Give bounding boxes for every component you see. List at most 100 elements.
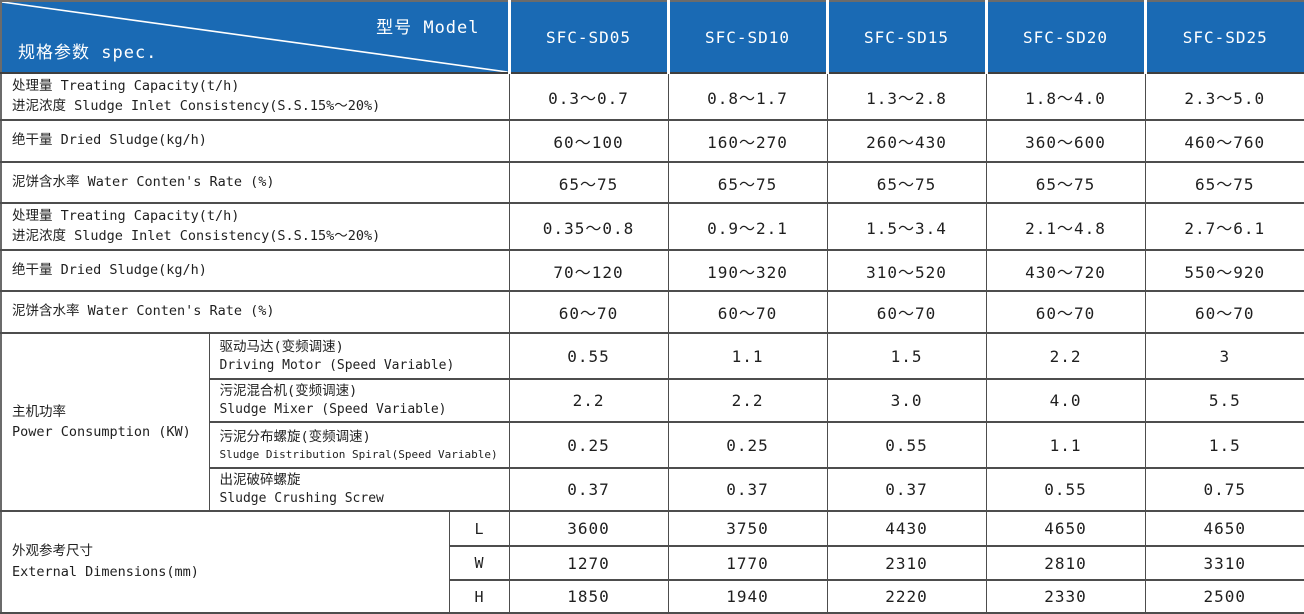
- value-cell: 550～920: [1144, 249, 1304, 293]
- dimensions-label-en: External Dimensions(mm): [12, 564, 199, 581]
- value-cell: 60～70: [985, 290, 1146, 335]
- value-cell: 0.55: [985, 467, 1146, 513]
- row-label-water-content-2: 泥饼含水率 Water Conten's Rate (%): [0, 290, 510, 335]
- value-cell: 3750: [667, 510, 828, 548]
- value-cell: 65～75: [826, 161, 987, 205]
- power-sublabel-driving-motor: 驱动马达(变频调速) Driving Motor (Speed Variable…: [208, 332, 510, 381]
- table-row: 处理量 Treating Capacity(t/h) 进泥浓度 Sludge I…: [0, 71, 1304, 122]
- value-cell: 0.55: [508, 332, 669, 381]
- row-label-line1: 泥饼含水率 Water Conten's Rate (%): [12, 173, 275, 190]
- value-cell: 0.35～0.8: [508, 202, 669, 252]
- value-cell: 70～120: [508, 249, 669, 293]
- value-cell: 0.75: [1144, 467, 1304, 513]
- row-label-line1: 处理量 Treating Capacity(t/h): [12, 78, 240, 94]
- model-axis-label: 型号 Model: [376, 18, 480, 38]
- value-cell: 2.2: [508, 378, 669, 424]
- value-cell: 0.9～2.1: [667, 202, 828, 252]
- value-cell: 2330: [985, 579, 1146, 614]
- value-cell: 2.7～6.1: [1144, 202, 1304, 252]
- value-cell: 2310: [826, 545, 987, 582]
- value-cell: 60～70: [667, 290, 828, 335]
- row-label-line1: 泥饼含水率 Water Conten's Rate (%): [12, 303, 275, 320]
- value-cell: 0.37: [826, 467, 987, 513]
- value-cell: 0.37: [667, 467, 828, 513]
- value-cell: 0.8～1.7: [667, 71, 828, 122]
- value-cell: 430～720: [985, 249, 1146, 293]
- value-cell: 60～70: [508, 290, 669, 335]
- value-cell: 1.5: [826, 332, 987, 381]
- value-cell: 65～75: [985, 161, 1146, 205]
- value-cell: 0.25: [667, 421, 828, 470]
- value-cell: 2.2: [985, 332, 1146, 381]
- corner-header-cell: 型号 Model 规格参数 spec.: [1, 1, 510, 74]
- axis-label-W: W: [448, 545, 510, 582]
- model-header-sd20: SFC-SD20: [984, 1, 1146, 74]
- dimensions-section-label: 外观参考尺寸 External Dimensions(mm): [0, 510, 450, 614]
- value-cell: 4.0: [985, 378, 1146, 424]
- value-cell: 3600: [508, 510, 669, 548]
- power-section-label: 主机功率 Power Consumption (KW): [0, 332, 210, 513]
- value-cell: 60～100: [508, 119, 669, 164]
- row-label-line1: 绝干量 Dried Sludge(kg/h): [12, 132, 207, 149]
- header-row: 型号 Model 规格参数 spec. SFC-SD05 SFC-SD10 SF…: [1, 1, 1304, 74]
- value-cell: 1.1: [667, 332, 828, 381]
- value-cell: 1270: [508, 545, 669, 582]
- value-cell: 0.55: [826, 421, 987, 470]
- power-label-zh: 主机功率: [12, 404, 66, 421]
- axis-label-L: L: [448, 510, 510, 548]
- model-header-sd25: SFC-SD25: [1143, 1, 1304, 74]
- power-row-driving-motor: 主机功率 Power Consumption (KW) 驱动马达(变频调速) D…: [0, 332, 1304, 513]
- value-cell: 310～520: [826, 249, 987, 293]
- table-row: 绝干量 Dried Sludge(kg/h) 70～120 190～320 31…: [0, 249, 1304, 293]
- value-cell: 2.3～5.0: [1144, 71, 1304, 122]
- value-cell: 2.2: [667, 378, 828, 424]
- table-row: 泥饼含水率 Water Conten's Rate (%) 65～75 65～7…: [0, 161, 1304, 205]
- axis-label-H: H: [448, 579, 510, 614]
- dimension-row-length: 外观参考尺寸 External Dimensions(mm) L 3600 37…: [0, 510, 1304, 614]
- power-sublabel-distribution-spiral: 污泥分布螺旋(变频调速) Sludge Distribution Spiral(…: [208, 421, 510, 470]
- row-label-water-content-1: 泥饼含水率 Water Conten's Rate (%): [0, 161, 510, 205]
- dimension-row-width: W 1270 1770 2310 2810 3310: [1, 545, 1304, 582]
- power-row-sludge-mixer: 污泥混合机(变频调速) Sludge Mixer (Speed Variable…: [1, 378, 1304, 424]
- power-sublabel-crushing-screw: 出泥破碎螺旋 Sludge Crushing Screw: [208, 467, 510, 513]
- value-cell: 0.37: [508, 467, 669, 513]
- value-cell: 65～75: [667, 161, 828, 205]
- value-cell: 0.25: [508, 421, 669, 470]
- dimensions-label-zh: 外观参考尺寸: [12, 543, 93, 560]
- value-cell: 60～70: [1144, 290, 1304, 335]
- dimension-row-height: H 1850 1940 2220 2330 2500: [1, 579, 1304, 614]
- value-cell: 1.1: [985, 421, 1146, 470]
- row-label-dried-sludge-1: 绝干量 Dried Sludge(kg/h): [0, 119, 510, 164]
- power-row-distribution-spiral: 污泥分布螺旋(变频调速) Sludge Distribution Spiral(…: [1, 421, 1304, 470]
- value-cell: 2810: [985, 545, 1146, 582]
- value-cell: 2220: [826, 579, 987, 614]
- value-cell: 0.3～0.7: [508, 71, 669, 122]
- spec-axis-label: 规格参数 spec.: [18, 43, 158, 63]
- model-header-sd15: SFC-SD15: [825, 1, 987, 74]
- value-cell: 1.8～4.0: [985, 71, 1146, 122]
- table-row: 处理量 Treating Capacity(t/h) 进泥浓度 Sludge I…: [0, 202, 1304, 252]
- value-cell: 1770: [667, 545, 828, 582]
- table-row: 绝干量 Dried Sludge(kg/h) 60～100 160～270 26…: [0, 119, 1304, 164]
- model-header-sd10: SFC-SD10: [666, 1, 828, 74]
- model-header-sd05: SFC-SD05: [507, 1, 669, 74]
- value-cell: 5.5: [1144, 378, 1304, 424]
- power-label-en: Power Consumption (KW): [12, 424, 191, 441]
- value-cell: 65～75: [508, 161, 669, 205]
- diagonal-divider-line: [2, 2, 508, 72]
- power-row-crushing-screw: 出泥破碎螺旋 Sludge Crushing Screw 0.37 0.37 0…: [1, 467, 1304, 513]
- row-label-treating-capacity-2: 处理量 Treating Capacity(t/h) 进泥浓度 Sludge I…: [0, 202, 510, 252]
- value-cell: 2.1～4.8: [985, 202, 1146, 252]
- row-label-line1: 处理量 Treating Capacity(t/h): [12, 208, 240, 225]
- value-cell: 4650: [1144, 510, 1304, 548]
- row-label-line2: 进泥浓度 Sludge Inlet Consistency(S.S.15%～20…: [12, 97, 381, 114]
- row-label-treating-capacity-1: 处理量 Treating Capacity(t/h) 进泥浓度 Sludge I…: [0, 71, 510, 122]
- value-cell: 190～320: [667, 249, 828, 293]
- value-cell: 3310: [1144, 545, 1304, 582]
- value-cell: 3: [1144, 332, 1304, 381]
- value-cell: 1.5: [1144, 421, 1304, 470]
- value-cell: 460～760: [1144, 119, 1304, 164]
- row-label-line2: 进泥浓度 Sludge Inlet Consistency(S.S.15%～20…: [12, 227, 381, 244]
